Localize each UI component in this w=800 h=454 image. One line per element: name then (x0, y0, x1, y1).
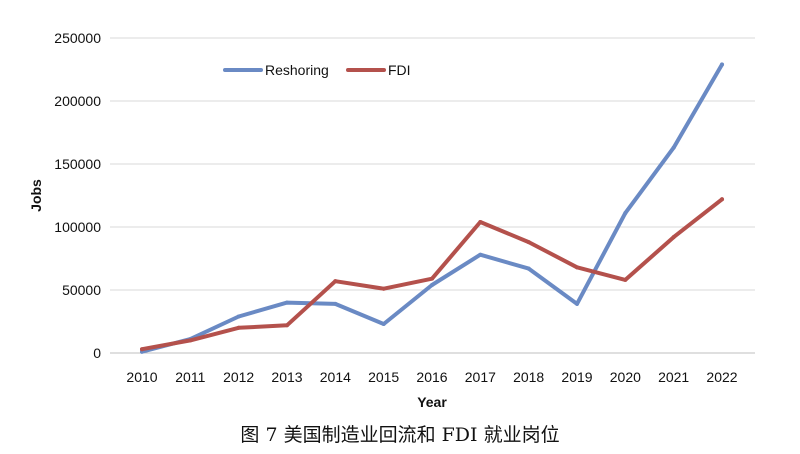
data-point-reshoring (430, 282, 434, 287)
x-tick-label: 2016 (416, 369, 447, 385)
data-point-reshoring (720, 62, 724, 67)
y-tick-label: 50000 (62, 282, 101, 298)
figure-caption: 图 7 美国制造业回流和 FDI 就业岗位 (240, 424, 560, 446)
data-point-fdi (671, 235, 676, 240)
y-tick-label: 100000 (54, 219, 101, 235)
x-tick-label: 2020 (610, 369, 641, 385)
y-tick-label: 250000 (54, 30, 101, 46)
y-tick-label: 200000 (54, 93, 101, 109)
legend-label-fdi: FDI (388, 62, 411, 78)
x-tick-label: 2017 (465, 369, 496, 385)
series-line-reshoring (140, 62, 724, 354)
line-chart: 0 50000 100000 150000 200000 250000 2010 2011 20… (28, 30, 755, 410)
data-point-fdi (381, 286, 386, 291)
data-point-fdi (526, 240, 531, 245)
chart: 0 50000 100000 150000 200000 250000 2010 2011 20… (28, 30, 755, 410)
x-tick-label: 2014 (320, 369, 351, 385)
data-point-fdi (333, 279, 338, 284)
data-point-fdi (188, 338, 193, 343)
x-tick-label: 2011 (175, 369, 205, 385)
data-point-reshoring (671, 145, 676, 150)
x-tick-label: 2010 (126, 369, 157, 385)
data-point-reshoring (526, 266, 531, 271)
data-point-fdi (623, 277, 628, 282)
data-point-reshoring (285, 300, 289, 305)
data-point-fdi (478, 219, 483, 224)
data-point-fdi (575, 265, 579, 270)
data-point-reshoring (623, 211, 628, 216)
x-tick-label: 2012 (223, 369, 254, 385)
y-axis-title: Jobs (28, 179, 44, 212)
x-tick-label: 2019 (561, 369, 592, 385)
data-point-fdi (236, 325, 241, 330)
data-point-fdi (285, 323, 289, 328)
data-point-reshoring (381, 322, 386, 327)
data-point-reshoring (333, 301, 338, 306)
y-tick-label: 0 (93, 345, 101, 361)
x-tick-label: 2018 (513, 369, 544, 385)
data-point-reshoring (575, 301, 579, 306)
data-point-fdi (140, 347, 144, 352)
x-tick-label: 2015 (368, 369, 399, 385)
x-tick-label: 2022 (706, 369, 737, 385)
legend-label-reshoring: Reshoring (265, 62, 329, 78)
series-line-fdi (140, 197, 724, 352)
x-tick-label: 2013 (271, 369, 302, 385)
data-point-reshoring (478, 252, 483, 257)
x-tick-label: 2021 (658, 369, 689, 385)
y-tick-label: 150000 (54, 156, 101, 172)
x-axis-title: Year (417, 394, 447, 410)
data-point-fdi (430, 276, 434, 281)
data-point-reshoring (236, 314, 241, 319)
data-point-fdi (720, 197, 724, 202)
